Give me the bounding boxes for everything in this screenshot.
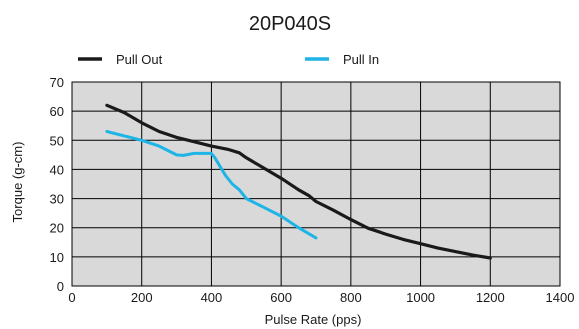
y-tick-label: 0 — [57, 279, 64, 294]
y-tick-label: 60 — [50, 104, 64, 119]
y-tick-label: 30 — [50, 192, 64, 207]
x-tick-label: 1000 — [406, 290, 435, 305]
x-tick-label: 1400 — [546, 290, 575, 305]
x-tick-label: 1200 — [476, 290, 505, 305]
grid-lines — [72, 82, 560, 286]
series-lines — [105, 103, 492, 260]
legend-label-pull-out: Pull Out — [116, 52, 163, 67]
series-line-pull-out — [105, 103, 492, 260]
legend-label-pull-in: Pull In — [343, 52, 379, 67]
chart-title: 20P040S — [249, 13, 331, 35]
x-tick-label: 600 — [270, 290, 292, 305]
y-tick-label: 10 — [50, 250, 64, 265]
y-tick-label: 50 — [50, 133, 64, 148]
y-axis-ticks: 0 10 20 30 40 50 60 70 — [50, 75, 64, 294]
x-tick-label: 800 — [340, 290, 362, 305]
x-axis-ticks: 0 200 400 600 800 1000 1200 1400 — [68, 290, 574, 305]
x-tick-label: 0 — [68, 290, 75, 305]
y-tick-label: 40 — [50, 162, 64, 177]
y-tick-label: 70 — [50, 75, 64, 90]
plot-frame — [71, 81, 561, 287]
plot-area — [72, 82, 560, 286]
series-line-pull-in — [105, 130, 318, 240]
y-axis-label: Torque (g-cm) — [10, 142, 25, 223]
x-axis-label: Pulse Rate (pps) — [265, 312, 362, 327]
x-tick-label: 400 — [201, 290, 223, 305]
x-tick-label: 200 — [131, 290, 153, 305]
chart-legend: Pull Out Pull In — [78, 52, 379, 67]
y-tick-label: 20 — [50, 221, 64, 236]
